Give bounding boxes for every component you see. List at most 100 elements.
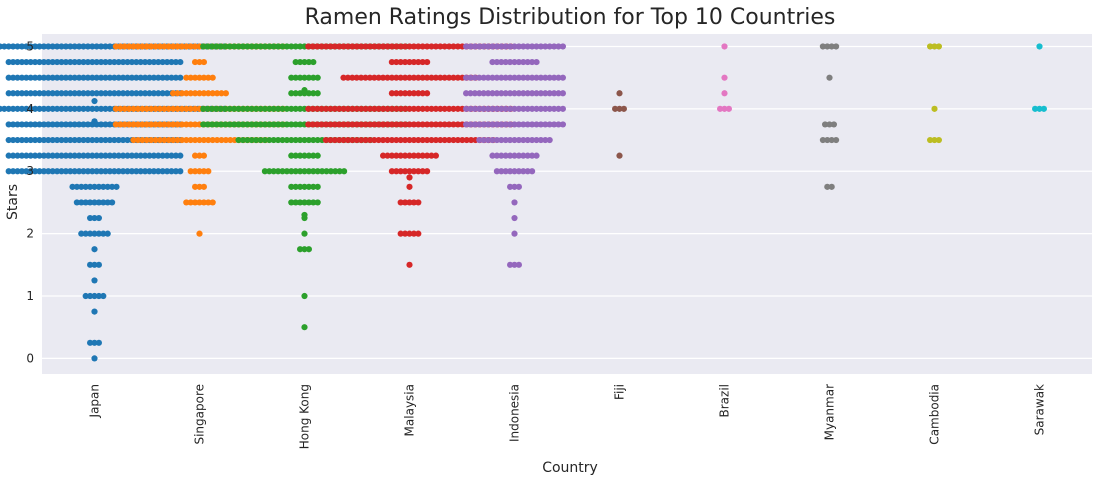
data-point xyxy=(542,90,549,97)
data-point xyxy=(432,74,439,81)
data-point xyxy=(507,74,514,81)
data-point xyxy=(10,168,17,175)
data-point xyxy=(91,339,98,346)
data-point xyxy=(362,105,369,112)
data-point xyxy=(371,121,378,128)
data-point xyxy=(58,121,65,128)
data-point xyxy=(196,136,203,144)
data-point xyxy=(546,121,553,128)
data-point xyxy=(18,121,25,128)
data-point xyxy=(375,136,382,144)
data-point xyxy=(231,43,238,50)
data-point xyxy=(297,152,304,159)
x-tick-label: Japan xyxy=(88,384,102,418)
data-point xyxy=(524,136,531,144)
data-point xyxy=(209,105,216,112)
data-point xyxy=(5,121,12,128)
data-point xyxy=(616,152,623,159)
data-point xyxy=(106,105,113,112)
data-point xyxy=(87,199,94,206)
data-point xyxy=(80,105,87,112)
data-point xyxy=(168,58,175,66)
data-point xyxy=(146,74,153,81)
data-point xyxy=(309,105,316,112)
data-point xyxy=(14,136,21,144)
data-point xyxy=(353,105,360,112)
data-point xyxy=(187,199,194,206)
data-point xyxy=(366,136,373,144)
data-point xyxy=(511,74,518,81)
data-point xyxy=(10,43,17,50)
data-point xyxy=(725,105,733,112)
data-point xyxy=(498,74,505,81)
data-point xyxy=(31,58,39,66)
data-point xyxy=(139,105,146,112)
data-point xyxy=(927,43,934,50)
data-point xyxy=(480,74,487,81)
data-point xyxy=(112,43,119,50)
data-point xyxy=(402,199,409,206)
data-point xyxy=(524,152,531,159)
data-point xyxy=(14,74,21,81)
data-point xyxy=(128,90,135,97)
data-point xyxy=(98,152,105,159)
data-point xyxy=(113,183,120,190)
data-point xyxy=(366,121,373,128)
data-point xyxy=(297,105,304,112)
data-point xyxy=(120,152,127,159)
data-point xyxy=(406,168,413,175)
data-point xyxy=(18,90,25,97)
data-point xyxy=(31,121,39,128)
data-point xyxy=(406,199,413,206)
data-point xyxy=(314,74,321,81)
data-point xyxy=(49,136,56,144)
data-point xyxy=(380,121,387,128)
data-point xyxy=(126,43,133,50)
data-point xyxy=(78,183,85,190)
data-point xyxy=(89,136,96,144)
data-point xyxy=(121,43,128,50)
data-point xyxy=(82,230,89,237)
data-point xyxy=(493,168,500,175)
data-point xyxy=(314,121,321,128)
data-point xyxy=(84,74,91,81)
data-point xyxy=(91,246,98,253)
data-point xyxy=(31,105,39,112)
data-point xyxy=(111,152,118,159)
data-point xyxy=(62,58,69,66)
data-point xyxy=(489,43,496,50)
data-point xyxy=(450,136,457,144)
data-point xyxy=(80,152,87,159)
data-point xyxy=(493,43,500,50)
data-point xyxy=(187,121,194,128)
data-point xyxy=(244,121,251,128)
data-point xyxy=(95,214,102,222)
data-point xyxy=(406,74,413,81)
data-point xyxy=(121,121,128,128)
data-point xyxy=(200,136,207,144)
data-point xyxy=(93,105,100,112)
data-point xyxy=(93,152,100,159)
data-point xyxy=(76,152,83,159)
data-point xyxy=(463,105,470,112)
data-point xyxy=(1036,43,1043,50)
data-point xyxy=(402,90,409,97)
data-point xyxy=(322,105,329,112)
y-tick-label: 5 xyxy=(26,39,34,53)
data-point xyxy=(279,136,286,144)
data-point xyxy=(344,121,351,128)
data-point xyxy=(18,136,25,144)
data-point xyxy=(67,105,74,112)
data-point xyxy=(89,43,96,50)
data-point xyxy=(18,152,25,159)
data-point xyxy=(511,230,518,237)
data-point xyxy=(384,105,391,112)
data-point xyxy=(117,105,124,112)
data-point xyxy=(397,199,404,206)
data-point xyxy=(493,136,500,144)
data-point xyxy=(515,90,523,97)
data-point xyxy=(489,58,496,66)
data-point xyxy=(927,136,934,144)
data-point xyxy=(73,183,80,190)
data-point xyxy=(498,136,505,144)
